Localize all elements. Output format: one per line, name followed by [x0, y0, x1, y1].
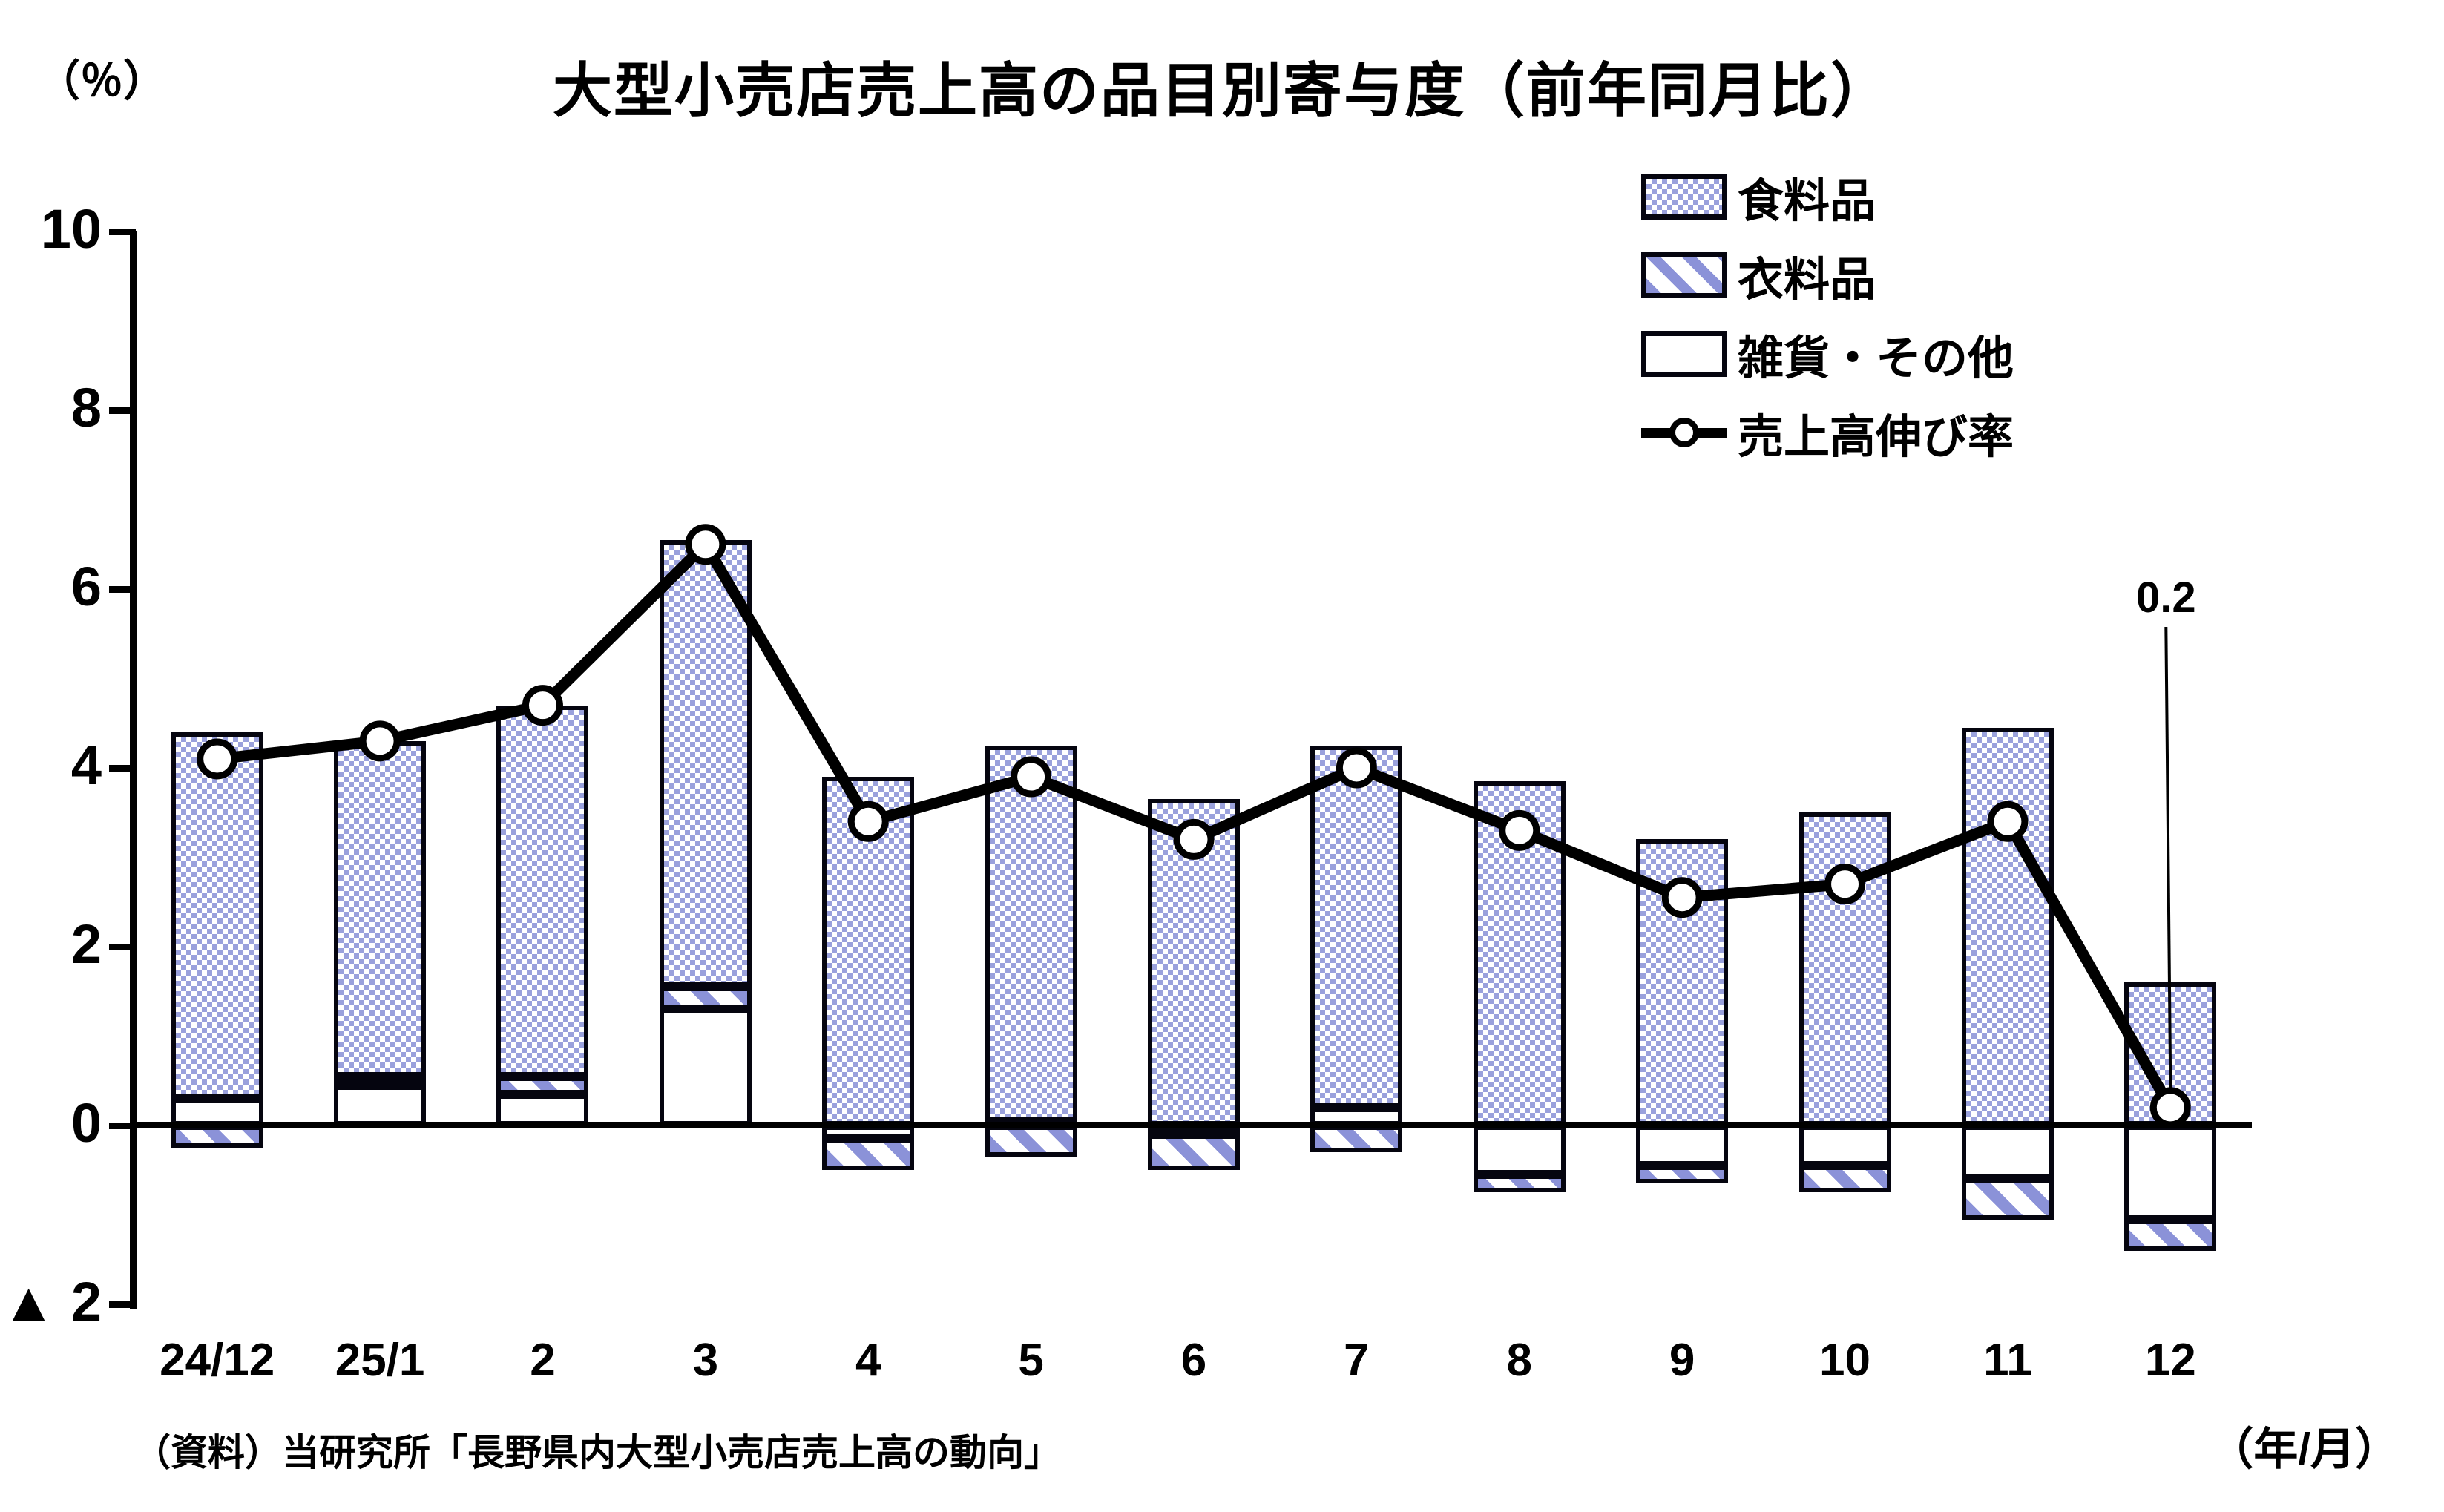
clothing-pattern-swatch	[1641, 252, 1727, 298]
x-tick-label: 12	[2144, 1335, 2196, 1386]
bar-segment-food	[496, 705, 589, 1077]
legend-item-food: 食料品	[1641, 157, 2014, 236]
y-axis-tick	[109, 407, 136, 414]
source-note: （資料）当研究所「長野県内大型小売店売上高の動向」	[134, 1432, 1061, 1473]
bar-segment-food	[1961, 727, 2054, 1125]
line-marker	[1824, 864, 1866, 905]
x-tick-label: 3	[692, 1335, 719, 1386]
x-tick-label: 24/12	[160, 1335, 275, 1386]
line-marker	[1987, 801, 2029, 842]
line-marker	[197, 738, 238, 780]
bar-segment-clothing	[334, 1076, 427, 1085]
line-marker	[1011, 756, 1052, 798]
y-tick-label: 2	[70, 913, 102, 975]
legend-item-clothing: 衣料品	[1641, 236, 2014, 315]
line-marker	[1336, 747, 1377, 789]
bar-segment-food	[171, 732, 263, 1099]
bar-segment-food	[1310, 745, 1403, 1108]
x-tick-label: 5	[1018, 1335, 1044, 1386]
line-marker	[359, 720, 401, 762]
line-marker	[1661, 877, 1703, 918]
bar-segment-clothing	[1798, 1166, 1891, 1193]
bar-segment-clothing	[1961, 1179, 2054, 1220]
x-tick-label: 9	[1669, 1335, 1695, 1386]
line-marker	[2149, 1087, 2191, 1128]
chart-title: 大型小売店売上高の品目別寄与度（前年同月比）	[553, 58, 1891, 124]
bar-segment-clothing	[496, 1076, 589, 1094]
y-tick-label: 6	[70, 556, 102, 617]
x-tick-label: 8	[1506, 1335, 1532, 1386]
y-axis-tick	[109, 1301, 136, 1308]
line-marker-swatch	[1641, 410, 1727, 456]
bar-segment-clothing	[822, 1139, 915, 1171]
y-axis-tick	[109, 586, 136, 593]
y-axis-tick	[109, 1123, 136, 1129]
bar-segment-clothing	[2124, 1219, 2217, 1251]
bar-segment-clothing	[1473, 1174, 1566, 1193]
bar-segment-misc	[659, 1009, 752, 1125]
x-tick-label: 6	[1180, 1335, 1207, 1386]
line-marker	[1499, 809, 1540, 851]
bar-segment-clothing	[1148, 1134, 1240, 1171]
misc-pattern-swatch	[1641, 331, 1727, 377]
y-tick-label: 8	[70, 377, 102, 438]
bar-segment-food	[659, 539, 752, 987]
legend-label-food: 食料品	[1738, 176, 1876, 227]
y-tick-label: 0	[70, 1092, 102, 1154]
legend-label-misc: 雑貨・その他	[1738, 333, 2014, 384]
x-axis-unit-label: （年/月）	[2209, 1424, 2399, 1474]
y-tick-label: 10	[40, 198, 102, 260]
line-marker	[685, 524, 726, 565]
legend-item-sales-growth: 売上高伸び率	[1641, 393, 2014, 472]
x-axis-zero-line	[136, 1122, 2252, 1128]
legend-label-sales-growth: 売上高伸び率	[1738, 412, 2014, 463]
food-pattern-swatch	[1641, 174, 1727, 220]
y-tick-label: ▲ 2	[1, 1271, 102, 1332]
legend-item-misc: 雑貨・その他	[1641, 315, 2014, 393]
bar-segment-food	[985, 745, 1077, 1121]
bar-segment-misc	[171, 1098, 263, 1125]
line-marker	[847, 801, 889, 842]
line-marker	[1173, 818, 1215, 860]
x-tick-label: 10	[1819, 1335, 1871, 1386]
line-marker	[522, 685, 563, 726]
y-axis-tick	[109, 229, 136, 235]
x-tick-label: 11	[1983, 1335, 2032, 1386]
x-tick-label: 2	[530, 1335, 556, 1386]
annotation-0-2: 0.2	[2135, 573, 2196, 622]
x-tick-label: 25/1	[335, 1335, 425, 1386]
bar-segment-clothing	[1636, 1166, 1729, 1184]
annotation-leader-line	[2164, 626, 2172, 1088]
x-tick-label: 7	[1344, 1335, 1370, 1386]
x-tick-label: 4	[855, 1335, 881, 1386]
legend: 食料品 衣料品 雑貨・その他 売上高伸び率	[1641, 157, 2014, 472]
bar-segment-clothing	[659, 987, 752, 1010]
y-axis-tick	[109, 944, 136, 950]
legend-label-clothing: 衣料品	[1738, 254, 1876, 306]
bar-segment-food	[334, 740, 427, 1077]
y-axis-tick	[109, 765, 136, 772]
y-axis-unit-label: （％）	[37, 57, 167, 105]
y-tick-label: 4	[70, 734, 102, 796]
